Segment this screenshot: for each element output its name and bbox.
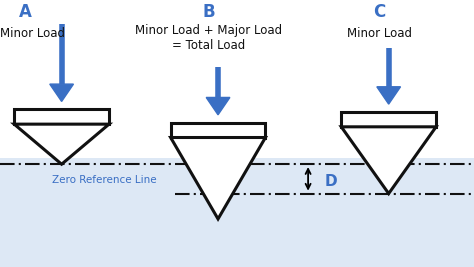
Text: Minor Load: Minor Load: [346, 27, 412, 40]
Text: C: C: [373, 3, 385, 21]
Polygon shape: [341, 127, 436, 194]
Polygon shape: [171, 138, 265, 219]
Text: Zero Reference Line: Zero Reference Line: [52, 175, 156, 185]
Text: Minor Load + Major Load
= Total Load: Minor Load + Major Load = Total Load: [135, 24, 282, 52]
Text: A: A: [19, 3, 32, 21]
Text: D: D: [325, 174, 337, 189]
Text: Minor Load: Minor Load: [0, 27, 65, 40]
Bar: [341, 112, 436, 127]
Polygon shape: [14, 124, 109, 164]
Polygon shape: [50, 84, 73, 101]
Text: B: B: [202, 3, 215, 21]
Bar: [171, 123, 265, 138]
Polygon shape: [206, 97, 230, 115]
Bar: [0, 158, 474, 267]
Bar: [14, 109, 109, 124]
Polygon shape: [377, 87, 401, 104]
